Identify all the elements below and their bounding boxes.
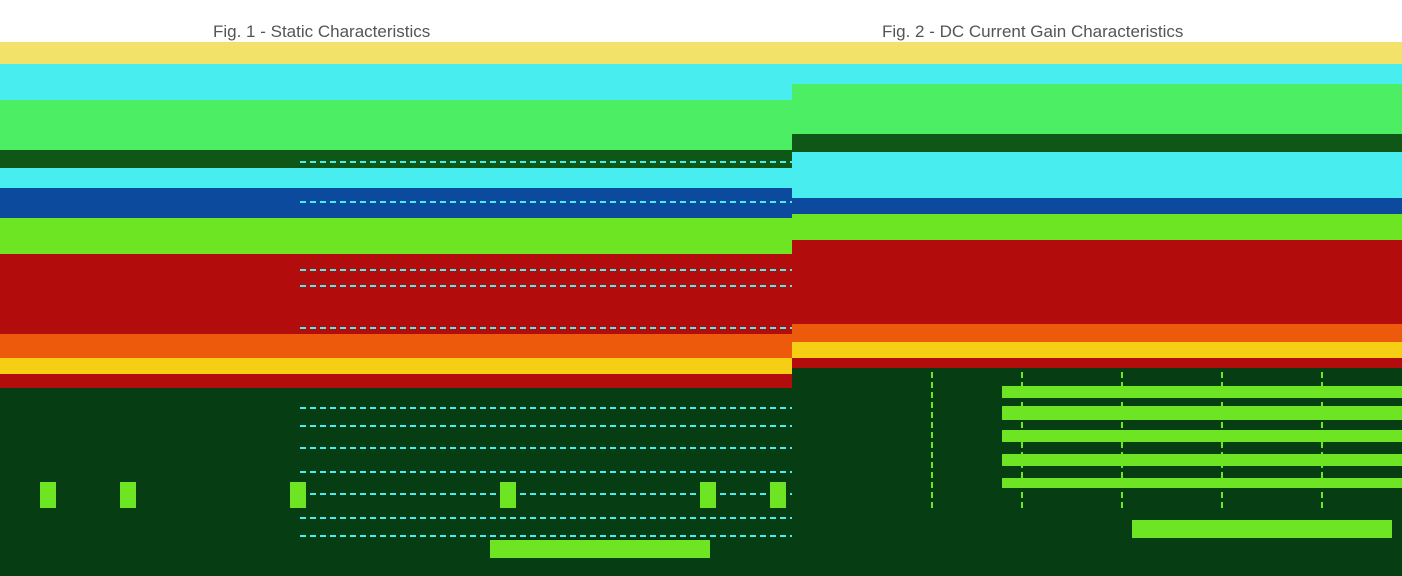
fig1-band (0, 100, 792, 150)
fig2-curve (1002, 406, 1402, 420)
fig1-band (0, 358, 792, 374)
fig2-plot (792, 42, 1402, 576)
fig1-tick-block (500, 482, 516, 508)
fig1-legend-strip (490, 540, 710, 558)
fig2-curve (1002, 430, 1402, 442)
fig2-title: Fig. 2 - DC Current Gain Characteristics (882, 22, 1184, 41)
fig1-band (0, 218, 792, 254)
fig1-plot (0, 42, 792, 576)
fig1-tick-block (290, 482, 306, 508)
fig2-band (792, 214, 1402, 240)
fig2-band (792, 324, 1402, 342)
fig2-curve (1002, 478, 1402, 488)
fig2-band (792, 240, 1402, 324)
fig1-band (0, 64, 792, 100)
fig2-band (792, 64, 1402, 84)
fig1-tick-block (770, 482, 786, 508)
fig2-band (792, 152, 1402, 198)
fig2-band (792, 134, 1402, 152)
fig1-band (0, 334, 792, 358)
fig2-curve (1002, 454, 1402, 466)
fig1-band (0, 42, 792, 64)
fig1-band (0, 168, 792, 188)
fig2-band (792, 84, 1402, 134)
fig1-title: Fig. 1 - Static Characteristics (213, 22, 431, 41)
fig1-band (0, 374, 792, 388)
fig2-curve (1002, 386, 1402, 398)
fig2-band (792, 358, 1402, 368)
fig1-tick-block (40, 482, 56, 508)
fig1-band (0, 150, 792, 168)
fig1-band (0, 254, 792, 334)
fig2-band (792, 368, 1402, 576)
fig1-tick-block (700, 482, 716, 508)
fig1-tick-block (120, 482, 136, 508)
fig2-band (792, 342, 1402, 358)
fig2-legend-strip (1132, 520, 1392, 538)
fig2-band (792, 198, 1402, 214)
fig2-band (792, 42, 1402, 64)
